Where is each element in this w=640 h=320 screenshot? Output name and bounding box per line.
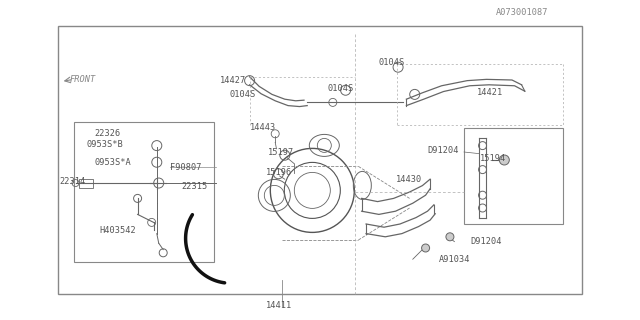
Bar: [79, 179, 93, 188]
Text: 0104S: 0104S: [229, 90, 255, 99]
Text: 22315: 22315: [181, 182, 207, 191]
Text: D91204: D91204: [428, 146, 459, 155]
Text: F90807: F90807: [170, 163, 201, 172]
Text: A91034: A91034: [438, 255, 470, 264]
Bar: [58, 26, 582, 294]
Circle shape: [422, 244, 429, 252]
Circle shape: [446, 233, 454, 241]
Bar: [74, 122, 214, 262]
Text: 14421: 14421: [477, 88, 503, 97]
Text: 22314: 22314: [59, 177, 85, 186]
Text: 15194: 15194: [480, 154, 506, 163]
Text: 14427: 14427: [220, 76, 246, 85]
Bar: [464, 128, 563, 224]
Text: H403542: H403542: [99, 226, 136, 235]
Text: FRONT: FRONT: [69, 75, 95, 84]
Text: 15196: 15196: [266, 168, 292, 177]
Text: D91204: D91204: [470, 237, 502, 246]
Text: 14430: 14430: [396, 175, 422, 184]
Text: 15197: 15197: [268, 148, 294, 157]
Text: A073001087: A073001087: [496, 8, 548, 17]
Text: 14411: 14411: [266, 301, 292, 310]
Text: 0104S: 0104S: [379, 58, 405, 67]
Text: 22326: 22326: [95, 129, 121, 138]
Text: 0953S*A: 0953S*A: [95, 158, 131, 167]
Circle shape: [499, 155, 509, 165]
Text: 0953S*B: 0953S*B: [86, 140, 123, 148]
Text: 0104S: 0104S: [328, 84, 354, 92]
Text: 14443: 14443: [250, 123, 276, 132]
